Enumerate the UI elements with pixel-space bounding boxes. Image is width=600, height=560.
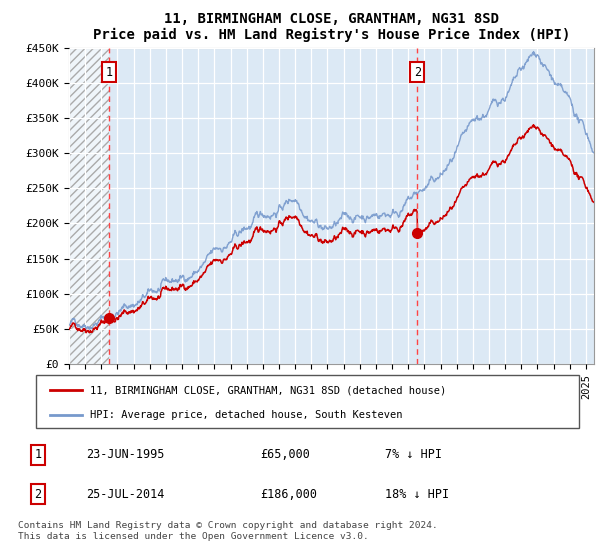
Text: 1: 1 [34,449,41,461]
FancyBboxPatch shape [36,375,579,428]
Title: 11, BIRMINGHAM CLOSE, GRANTHAM, NG31 8SD
Price paid vs. HM Land Registry's House: 11, BIRMINGHAM CLOSE, GRANTHAM, NG31 8SD… [93,12,570,42]
Text: 25-JUL-2014: 25-JUL-2014 [86,488,164,501]
Text: 23-JUN-1995: 23-JUN-1995 [86,449,164,461]
Text: 1: 1 [106,66,112,79]
Text: 2: 2 [414,66,421,79]
Text: £186,000: £186,000 [260,488,317,501]
Text: 18% ↓ HPI: 18% ↓ HPI [385,488,449,501]
Bar [69,48,109,364]
Bar [69,48,109,364]
Text: 11, BIRMINGHAM CLOSE, GRANTHAM, NG31 8SD (detached house): 11, BIRMINGHAM CLOSE, GRANTHAM, NG31 8SD… [91,385,446,395]
Text: HPI: Average price, detached house, South Kesteven: HPI: Average price, detached house, Sout… [91,409,403,419]
Text: £65,000: £65,000 [260,449,310,461]
Text: 2: 2 [34,488,41,501]
Text: 7% ↓ HPI: 7% ↓ HPI [385,449,442,461]
Text: Contains HM Land Registry data © Crown copyright and database right 2024.
This d: Contains HM Land Registry data © Crown c… [18,521,438,541]
